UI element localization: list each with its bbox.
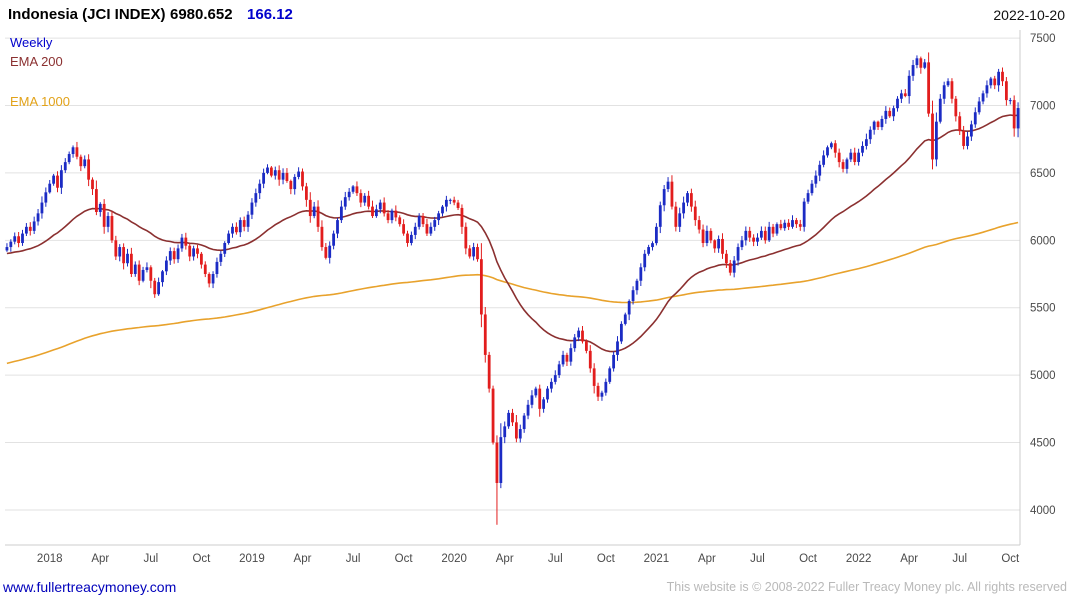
svg-text:Jul: Jul: [548, 553, 563, 565]
svg-text:Jul: Jul: [750, 553, 765, 565]
svg-text:2021: 2021: [644, 553, 670, 565]
chart-date: 2022-10-20: [993, 7, 1065, 23]
last-price: 6980.652: [169, 6, 233, 23]
svg-text:6500: 6500: [1030, 168, 1056, 180]
svg-text:6000: 6000: [1030, 235, 1056, 247]
svg-text:Apr: Apr: [496, 553, 514, 565]
svg-text:5000: 5000: [1030, 370, 1056, 382]
svg-text:Oct: Oct: [1001, 553, 1020, 565]
footer: www.fullertreacymoney.com This website i…: [0, 573, 1075, 600]
svg-text:Apr: Apr: [698, 553, 716, 565]
svg-text:4500: 4500: [1030, 438, 1056, 450]
legend-ema200: EMA 200: [10, 54, 63, 69]
svg-text:Oct: Oct: [395, 553, 414, 565]
svg-text:2022: 2022: [846, 553, 872, 565]
svg-text:Apr: Apr: [91, 553, 109, 565]
svg-text:Jul: Jul: [143, 553, 158, 565]
change-value: 166.12: [247, 6, 293, 23]
svg-text:4000: 4000: [1030, 505, 1056, 517]
svg-text:Jul: Jul: [346, 553, 361, 565]
svg-text:Apr: Apr: [900, 553, 918, 565]
legend: Weekly EMA 200 EMA 1000: [10, 33, 70, 111]
svg-text:5500: 5500: [1030, 303, 1056, 315]
svg-text:Jul: Jul: [952, 553, 967, 565]
svg-text:7500: 7500: [1030, 33, 1056, 45]
copyright-text: This website is © 2008-2022 Fuller Treac…: [666, 580, 1067, 594]
legend-ema1000: EMA 1000: [10, 94, 70, 109]
website-link[interactable]: www.fullertreacymoney.com: [3, 579, 177, 595]
page-title: Indonesia (JCI INDEX) 6980.652 166.12: [8, 6, 293, 24]
svg-text:Oct: Oct: [192, 553, 211, 565]
chart-header: Indonesia (JCI INDEX) 6980.652 166.12 20…: [0, 0, 1075, 30]
legend-weekly: Weekly: [10, 35, 53, 50]
instrument-name: Indonesia (JCI INDEX): [8, 6, 166, 23]
svg-text:Apr: Apr: [294, 553, 312, 565]
svg-text:2019: 2019: [239, 553, 265, 565]
svg-text:2018: 2018: [37, 553, 63, 565]
svg-text:Oct: Oct: [597, 553, 616, 565]
svg-text:Oct: Oct: [799, 553, 818, 565]
svg-text:7000: 7000: [1030, 100, 1056, 112]
price-chart[interactable]: 4000 4500 5000 5500 6000 6500 7000 7500 2018 Apr J…: [0, 0, 1075, 573]
svg-text:2020: 2020: [441, 553, 467, 565]
